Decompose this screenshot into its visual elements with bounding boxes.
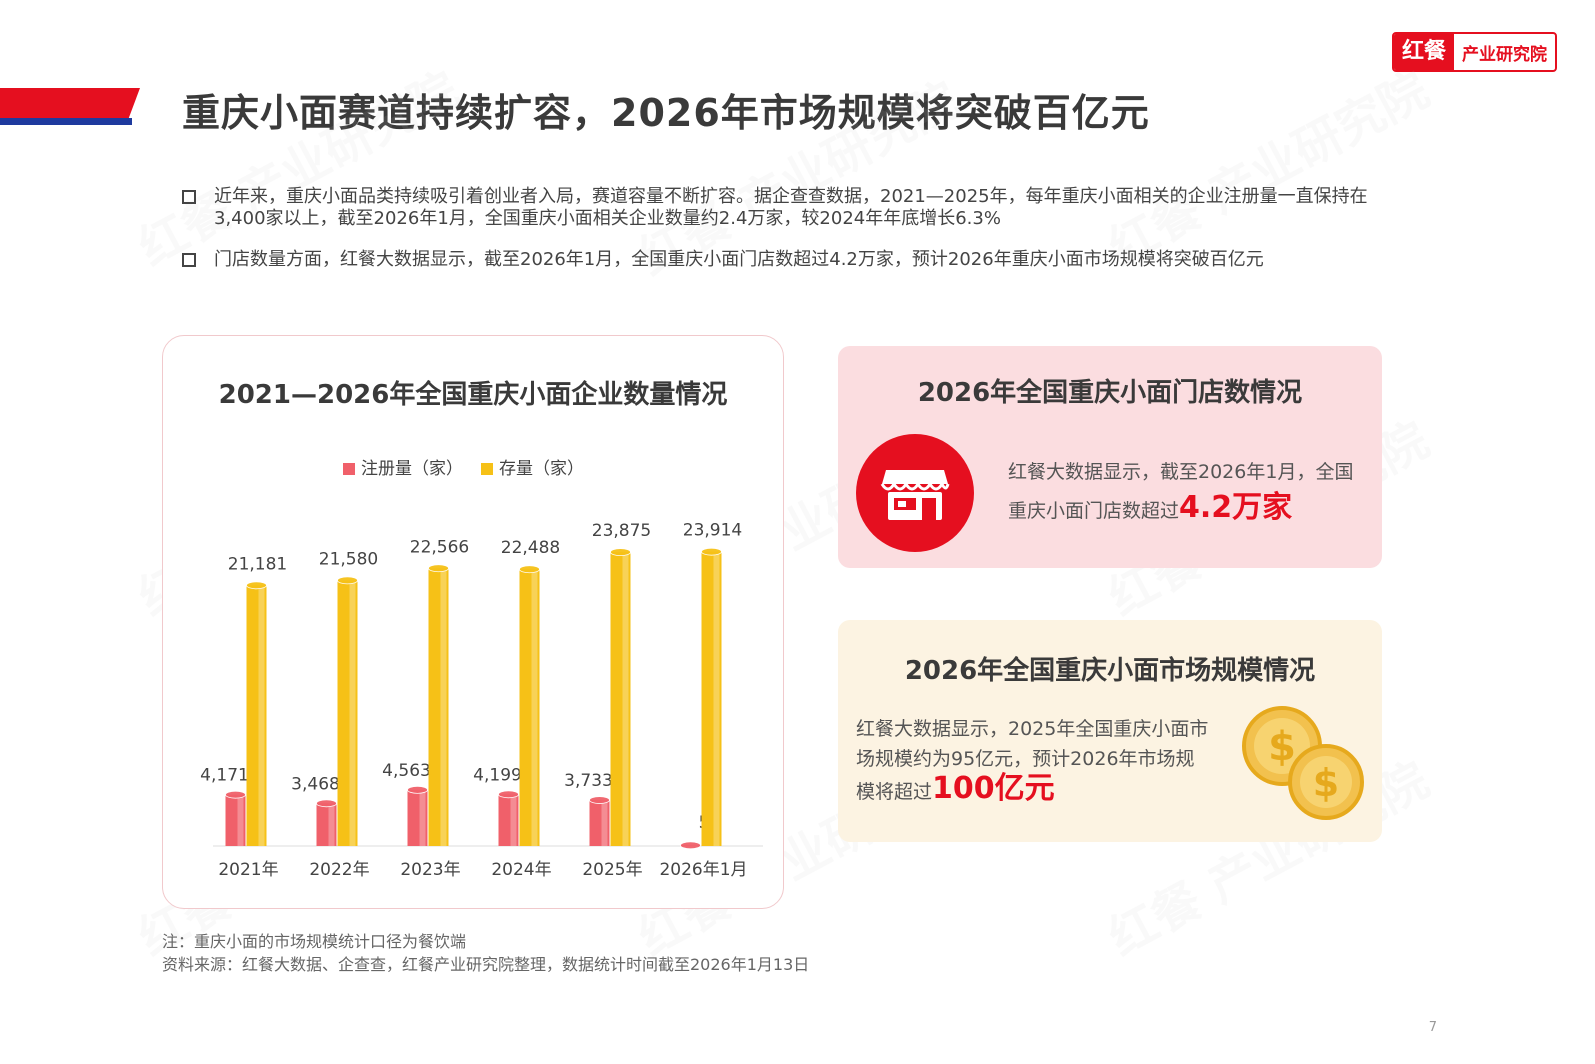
storefront-icon	[856, 434, 974, 552]
bar-top-cap	[519, 565, 540, 574]
chart-title: 2021—2026年全国重庆小面企业数量情况	[218, 380, 728, 410]
svg-text:$: $	[1268, 724, 1296, 770]
bullet-text: 近年来，重庆小面品类持续吸引着创业者入局，赛道容量不断扩容。据企查查数据，202…	[214, 186, 1368, 229]
bar-stock	[610, 552, 631, 846]
bar-top-cap	[225, 790, 246, 799]
data-label-stock: 23,914	[683, 521, 742, 541]
store-count-card: 2026年全国重庆小面门店数情况 红餐大数据显示，截至2026年1月，全国重庆小…	[838, 346, 1382, 568]
bar-top-cap	[701, 547, 722, 556]
header-stripe-red	[0, 88, 140, 118]
chart-card: 2021—2026年全国重庆小面企业数量情况 注册量（家） 存量（家） 4,17…	[162, 335, 784, 909]
bar-top-cap	[680, 841, 701, 850]
bullet-square-icon	[182, 190, 196, 204]
x-tick-label: 2023年	[400, 860, 460, 880]
bar-top-cap	[428, 564, 449, 573]
data-label-registrations: 3,733	[564, 771, 613, 791]
bar-stock	[246, 585, 267, 846]
x-tick-label: 2022年	[309, 860, 369, 880]
bar-highlight	[601, 800, 608, 846]
footnote-scope: 注：重庆小面的市场规模统计口径为餐饮端	[162, 932, 467, 951]
bar-stock	[701, 551, 722, 846]
x-tick-label: 2021年	[218, 860, 278, 880]
legend-item-registrations: 注册量（家）	[343, 454, 463, 479]
data-label-stock: 23,875	[592, 521, 651, 541]
bar-highlight	[440, 568, 447, 846]
bar-registrations	[498, 794, 519, 846]
footnote-source: 资料来源：红餐大数据、企查查，红餐产业研究院整理，数据统计时间截至2026年1月…	[162, 955, 810, 974]
bar-stock	[428, 568, 449, 846]
bar-highlight	[510, 794, 517, 846]
market-size-highlight: 100亿元	[932, 771, 1055, 806]
footnotes: 注：重庆小面的市场规模统计口径为餐饮端 资料来源：红餐大数据、企查查，红餐产业研…	[162, 930, 809, 976]
bar-highlight	[349, 580, 356, 846]
bar-top-cap	[589, 796, 610, 804]
bar-top-cap	[316, 799, 337, 808]
store-card-body: 红餐大数据显示，截至2026年1月，全国重庆小面门店数超过4.2万家	[1008, 454, 1360, 529]
market-card-body: 红餐大数据显示，2025年全国重庆小面市场规模约为95亿元，预计2026年市场规…	[856, 714, 1212, 807]
data-label-registrations: 3,468	[291, 774, 340, 794]
page-title: 重庆小面赛道持续扩容，2026年市场规模将突破百亿元	[182, 91, 1150, 135]
bar-highlight	[531, 569, 538, 846]
bullet-square-icon	[182, 253, 196, 267]
bar-top-cap	[337, 576, 358, 585]
x-tick-label: 2025年	[582, 860, 642, 880]
bar-stock	[519, 569, 540, 846]
legend-label: 注册量（家）	[361, 459, 463, 479]
bar-highlight	[258, 585, 265, 846]
coins-icon: $ $	[1238, 702, 1368, 822]
bar-highlight	[419, 789, 426, 846]
bar-top-cap	[498, 790, 519, 799]
bar-highlight	[237, 794, 244, 846]
bar-highlight	[622, 552, 629, 846]
svg-text:$: $	[1313, 761, 1339, 805]
bar-highlight	[713, 551, 720, 846]
store-card-title: 2026年全国重庆小面门店数情况	[917, 378, 1303, 408]
bar-registrations	[589, 800, 610, 846]
market-card-title: 2026年全国重庆小面市场规模情况	[904, 656, 1316, 686]
chart-legend: 注册量（家） 存量（家）	[343, 454, 584, 479]
x-tick-label: 2024年	[491, 860, 551, 880]
bullet-item: 近年来，重庆小面品类持续吸引着创业者入局，赛道容量不断扩容。据企查查数据，202…	[182, 186, 1412, 230]
data-label-stock: 21,181	[228, 554, 287, 574]
bullet-text: 门店数量方面，红餐大数据显示，截至2026年1月，全国重庆小面门店数超过4.2万…	[214, 249, 1264, 270]
logo-mark: 红餐	[1393, 34, 1454, 70]
market-card-text: 红餐大数据显示，2025年全国重庆小面市场规模约为95亿元，预计2026年市场规…	[856, 718, 1209, 803]
data-label-stock: 21,580	[319, 549, 378, 569]
data-label-registrations: 4,563	[382, 761, 431, 781]
legend-item-stock: 存量（家）	[481, 454, 584, 479]
bar-top-cap	[246, 581, 267, 590]
store-card-text: 红餐大数据显示，截至2026年1月，全国重庆小面门店数超过	[1008, 461, 1354, 522]
bar-top-cap	[407, 785, 428, 794]
bar-stock	[337, 580, 358, 846]
x-tick-label: 2026年1月	[659, 860, 747, 880]
brand-logo: 红餐 产业研究院	[1391, 32, 1557, 72]
logo-text: 产业研究院	[1462, 44, 1547, 65]
bar-registrations	[407, 789, 428, 846]
bar-registrations	[225, 794, 246, 846]
data-label-stock: 22,488	[501, 538, 560, 558]
header-stripe-blue	[0, 118, 132, 125]
market-size-card: 2026年全国重庆小面市场规模情况 红餐大数据显示，2025年全国重庆小面市场规…	[838, 620, 1382, 842]
page-number: 7	[1428, 1020, 1437, 1035]
bar-top-cap	[610, 548, 631, 557]
data-label-registrations: 4,171	[200, 766, 249, 786]
chart-plot: 4,171 21,181 2021年 3,468 21,580 2022年 4,563 22,…	[200, 521, 763, 880]
bar-registrations	[316, 803, 337, 846]
legend-label: 存量（家）	[499, 459, 584, 479]
bar-highlight	[328, 803, 335, 846]
bullet-item: 门店数量方面，红餐大数据显示，截至2026年1月，全国重庆小面门店数超过4.2万…	[182, 249, 1412, 271]
data-label-registrations: 4,199	[473, 765, 522, 785]
store-count-highlight: 4.2万家	[1179, 490, 1293, 525]
data-label-stock: 22,566	[410, 537, 469, 557]
